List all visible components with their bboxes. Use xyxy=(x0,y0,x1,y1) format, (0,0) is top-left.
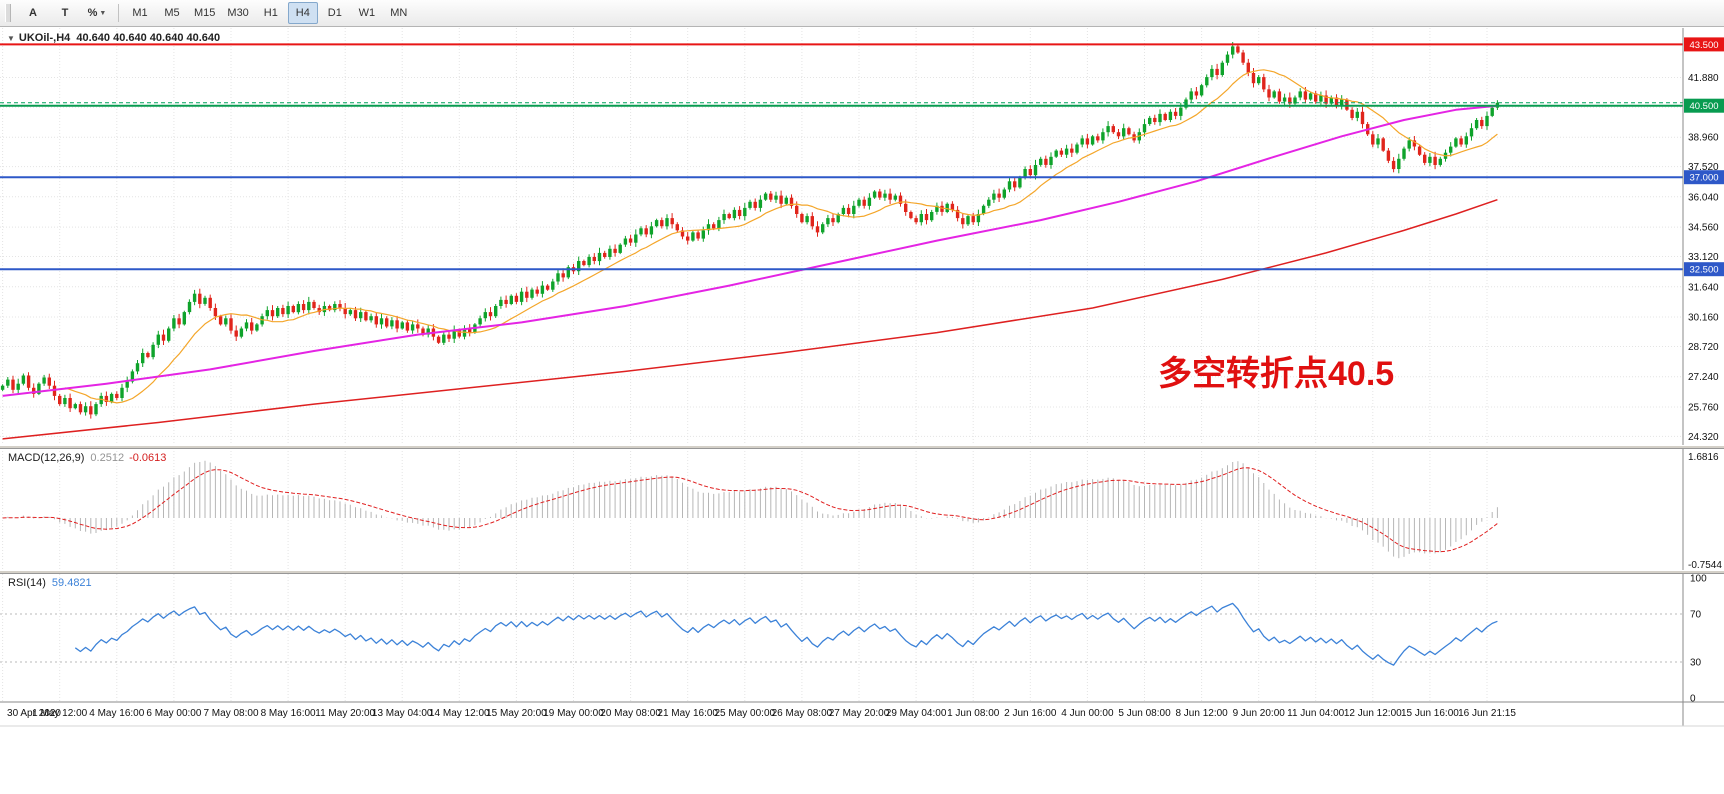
svg-text:0: 0 xyxy=(1690,694,1696,705)
timeframe-group: M1 M5 M15 M30 H1 H4 D1 W1 MN xyxy=(124,2,415,24)
pane-splitter-rsi[interactable] xyxy=(0,570,1724,574)
svg-text:26 May 08:00: 26 May 08:00 xyxy=(772,708,833,719)
svg-text:12 Jun 12:00: 12 Jun 12:00 xyxy=(1344,708,1402,719)
timeframe-button-mn[interactable]: MN xyxy=(390,7,408,19)
svg-text:15 May 20:00: 15 May 20:00 xyxy=(486,708,547,719)
svg-text:14 May 12:00: 14 May 12:00 xyxy=(429,708,490,719)
rsi-name: RSI(14) xyxy=(8,577,46,589)
svg-text:6 May 00:00: 6 May 00:00 xyxy=(146,708,201,719)
svg-text:4 Jun 00:00: 4 Jun 00:00 xyxy=(1061,708,1114,719)
svg-text:28.720: 28.720 xyxy=(1688,342,1719,353)
svg-text:2 Jun 16:00: 2 Jun 16:00 xyxy=(1004,708,1057,719)
svg-text:8 Jun 12:00: 8 Jun 12:00 xyxy=(1175,708,1228,719)
svg-text:25 May 00:00: 25 May 00:00 xyxy=(714,708,775,719)
svg-text:37.520: 37.520 xyxy=(1688,162,1719,173)
macd-pane-label: MACD(12,26,9) 0.2512 -0.0613 xyxy=(8,452,166,464)
macd-name: MACD(12,26,9) xyxy=(8,452,85,464)
timeframe-button-m15[interactable]: M15 xyxy=(194,7,216,19)
toolbar-grip[interactable] xyxy=(5,4,11,22)
drawing-tools-group: A T % ▼ xyxy=(17,2,113,24)
svg-text:8 May 16:00: 8 May 16:00 xyxy=(261,708,316,719)
timeframe-button-h4[interactable]: H4 xyxy=(287,2,318,24)
toolbar-separator xyxy=(118,4,119,22)
grid-layer xyxy=(0,28,1683,702)
svg-text:30.160: 30.160 xyxy=(1688,313,1719,324)
svg-text:27 May 20:00: 27 May 20:00 xyxy=(829,708,890,719)
svg-text:37.000: 37.000 xyxy=(1689,173,1718,184)
chart-title-bar: ▼ UKOil-,H4 40.640 40.640 40.640 40.640 xyxy=(7,32,220,44)
price-axis[interactable]: 41.880 38.960 37.520 36.040 34.560 33.120 31.6… xyxy=(1682,28,1724,726)
svg-text:30: 30 xyxy=(1690,658,1702,669)
macd-main-value: 0.2512 xyxy=(90,452,125,464)
svg-text:31.640: 31.640 xyxy=(1688,282,1719,293)
svg-text:7 May 08:00: 7 May 08:00 xyxy=(203,708,258,719)
macd-signal-value: -0.0613 xyxy=(129,452,167,464)
svg-text:27.240: 27.240 xyxy=(1688,372,1719,383)
timeframe-button-h1[interactable]: H1 xyxy=(263,7,278,19)
timeframe-button-w1[interactable]: W1 xyxy=(358,7,376,19)
svg-text:25.760: 25.760 xyxy=(1688,403,1719,414)
svg-text:33.120: 33.120 xyxy=(1688,252,1719,263)
pane-splitter-macd[interactable] xyxy=(0,445,1724,449)
svg-text:5 Jun 08:00: 5 Jun 08:00 xyxy=(1118,708,1171,719)
ohlc-values: 40.640 40.640 40.640 40.640 xyxy=(76,32,221,44)
svg-text:70: 70 xyxy=(1690,610,1702,621)
svg-text:41.880: 41.880 xyxy=(1688,73,1719,84)
svg-text:29 May 04:00: 29 May 04:00 xyxy=(886,708,947,719)
svg-text:11 Jun 04:00: 11 Jun 04:00 xyxy=(1287,708,1345,719)
svg-text:38.960: 38.960 xyxy=(1688,133,1719,144)
svg-text:1.6816: 1.6816 xyxy=(1688,452,1719,463)
svg-text:-0.7544: -0.7544 xyxy=(1688,560,1722,571)
svg-text:24.320: 24.320 xyxy=(1688,432,1719,443)
svg-text:19 May 00:00: 19 May 00:00 xyxy=(543,708,604,719)
svg-text:43.500: 43.500 xyxy=(1689,40,1718,51)
timeframe-button-m5[interactable]: M5 xyxy=(164,7,180,19)
label-tool-button[interactable]: T xyxy=(61,7,69,19)
symbol-period-label: UKOil-,H4 xyxy=(18,32,71,44)
chart-annotation: 多空转折点40.5 xyxy=(1158,355,1395,393)
svg-text:34.560: 34.560 xyxy=(1688,223,1719,234)
svg-text:13 May 04:00: 13 May 04:00 xyxy=(372,708,433,719)
rsi-pane-label: RSI(14) 59.4821 xyxy=(8,577,92,589)
rsi-value: 59.4821 xyxy=(51,577,92,589)
text-tool-button[interactable]: A xyxy=(29,7,37,19)
svg-text:32.500: 32.500 xyxy=(1689,265,1718,276)
svg-text:16 Jun 21:15: 16 Jun 21:15 xyxy=(1458,708,1516,719)
svg-text:100: 100 xyxy=(1690,574,1707,585)
toolbar: A T % ▼ M1 M5 M15 M30 H1 H4 D1 W1 MN xyxy=(0,0,1724,27)
fibonacci-tool-button[interactable]: % ▼ xyxy=(87,7,107,19)
timeframe-button-m30[interactable]: M30 xyxy=(227,7,249,19)
chart-menu-icon[interactable]: ▼ xyxy=(7,34,15,43)
svg-text:15 Jun 16:00: 15 Jun 16:00 xyxy=(1401,708,1459,719)
horizontal-lines-layer xyxy=(0,43,1683,271)
timeframe-button-m1[interactable]: M1 xyxy=(132,7,148,19)
svg-text:30 Apr 2020: 30 Apr 2020 xyxy=(7,708,61,719)
svg-text:40.500: 40.500 xyxy=(1689,101,1718,112)
svg-text:1 Jun 08:00: 1 Jun 08:00 xyxy=(947,708,1000,719)
svg-text:21 May 16:00: 21 May 16:00 xyxy=(657,708,718,719)
svg-text:11 May 20:00: 11 May 20:00 xyxy=(315,708,375,719)
chevron-down-icon: ▼ xyxy=(99,9,107,17)
macd-layer: 1.6816 -0.7544 xyxy=(2,452,1722,571)
svg-text:9 Jun 20:00: 9 Jun 20:00 xyxy=(1233,708,1286,719)
moving-averages-layer xyxy=(2,69,1498,440)
svg-text:1 May 12:00: 1 May 12:00 xyxy=(32,708,87,719)
svg-text:36.040: 36.040 xyxy=(1688,192,1719,203)
rsi-layer: 100 70 30 0 xyxy=(0,574,1707,705)
svg-text:20 May 08:00: 20 May 08:00 xyxy=(600,708,661,719)
timeframe-button-d1[interactable]: D1 xyxy=(327,7,342,19)
svg-text:4 May 16:00: 4 May 16:00 xyxy=(89,708,144,719)
